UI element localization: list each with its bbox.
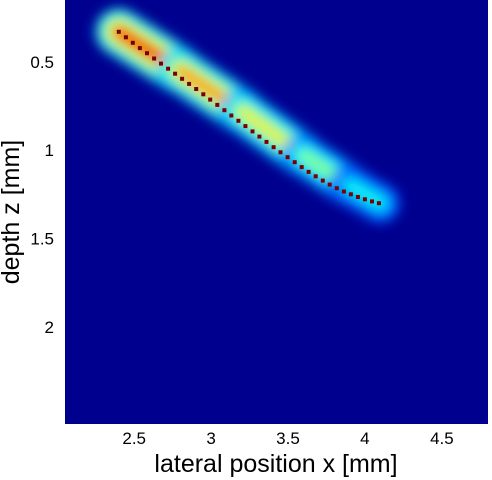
intensity-ridge-layer xyxy=(95,8,400,223)
x-axis-ticks: 2.5 3 3.5 4 4.5 xyxy=(122,429,453,448)
ridge-band-4-segment-4 xyxy=(346,182,384,207)
data-point xyxy=(362,197,367,202)
data-point xyxy=(137,46,142,51)
data-point xyxy=(116,29,121,34)
data-point xyxy=(334,186,339,191)
data-point xyxy=(376,201,381,206)
data-point xyxy=(180,76,185,81)
data-point xyxy=(215,102,220,107)
data-point xyxy=(159,61,163,66)
detected-points-layer xyxy=(116,29,381,206)
data-point xyxy=(222,108,227,113)
x-axis-label: lateral position x [mm] xyxy=(154,450,397,478)
data-point xyxy=(194,87,199,91)
data-point xyxy=(187,81,192,86)
data-point xyxy=(320,178,325,183)
x-tick-label: 4 xyxy=(360,429,369,448)
data-point xyxy=(229,113,234,118)
data-point xyxy=(278,150,283,155)
data-point xyxy=(355,195,360,199)
data-point xyxy=(243,124,248,129)
x-tick-label: 4.5 xyxy=(430,429,454,448)
data-point xyxy=(299,165,304,170)
data-point xyxy=(257,134,262,139)
data-point xyxy=(306,169,311,174)
x-tick-label: 3.5 xyxy=(276,429,300,448)
data-point xyxy=(208,97,213,102)
data-point xyxy=(264,139,269,144)
data-point xyxy=(292,160,297,165)
data-point xyxy=(348,192,353,197)
data-point xyxy=(250,129,255,134)
data-point xyxy=(173,71,178,76)
data-point xyxy=(313,174,318,179)
y-tick-label: 2 xyxy=(45,318,54,337)
data-point xyxy=(201,92,206,97)
x-tick-label: 3 xyxy=(206,429,215,448)
x-tick-label: 2.5 xyxy=(122,429,146,448)
data-point xyxy=(166,66,171,71)
data-point xyxy=(271,145,276,150)
y-tick-label: 0.5 xyxy=(30,53,54,72)
data-point xyxy=(152,56,157,61)
data-point xyxy=(285,155,290,160)
data-point xyxy=(236,118,241,123)
y-tick-label: 1.5 xyxy=(30,230,54,249)
data-point xyxy=(327,182,332,187)
y-axis-ticks: 0.5 1 1.5 2 xyxy=(30,53,54,337)
data-point xyxy=(370,199,374,204)
y-tick-label: 1 xyxy=(45,141,54,160)
y-axis-label: depth z [mm] xyxy=(0,140,25,285)
plot-area xyxy=(65,0,488,424)
data-point xyxy=(341,189,346,194)
data-point xyxy=(123,35,128,40)
data-point xyxy=(130,40,135,45)
data-point xyxy=(145,51,149,56)
heatmap-background xyxy=(65,0,488,424)
